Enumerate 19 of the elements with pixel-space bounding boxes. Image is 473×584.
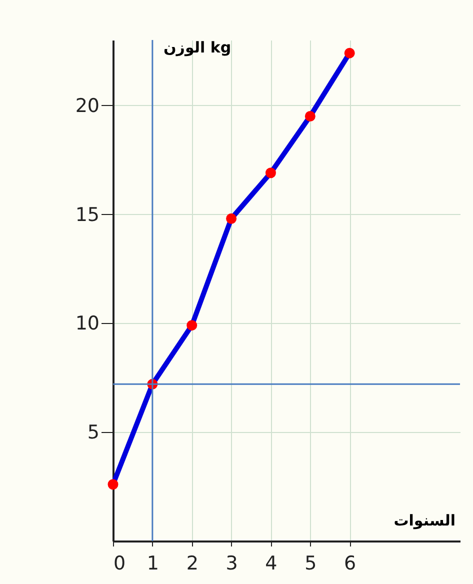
y-tick-label: 15 [75,204,100,226]
point [344,48,355,58]
point [108,479,118,490]
x-axis-title: السنوات [394,512,456,530]
x-tick-label: 6 [344,552,356,574]
x-tick-label: 3 [226,552,238,574]
x-tick-label: 5 [304,552,317,574]
x-tick-label: 1 [146,552,159,574]
point [186,320,198,331]
y-axis-title: الوزن kg [164,38,232,56]
y-tick-label: 5 [87,422,100,444]
y-tick-label: 10 [75,312,100,335]
x-tick-label: 4 [265,552,278,574]
point [265,168,276,178]
y-tick-label: 20 [75,94,100,117]
x-tick-label: 2 [186,552,198,574]
point [304,111,316,122]
point [226,213,237,224]
x-tick-label: 0 [114,552,126,574]
